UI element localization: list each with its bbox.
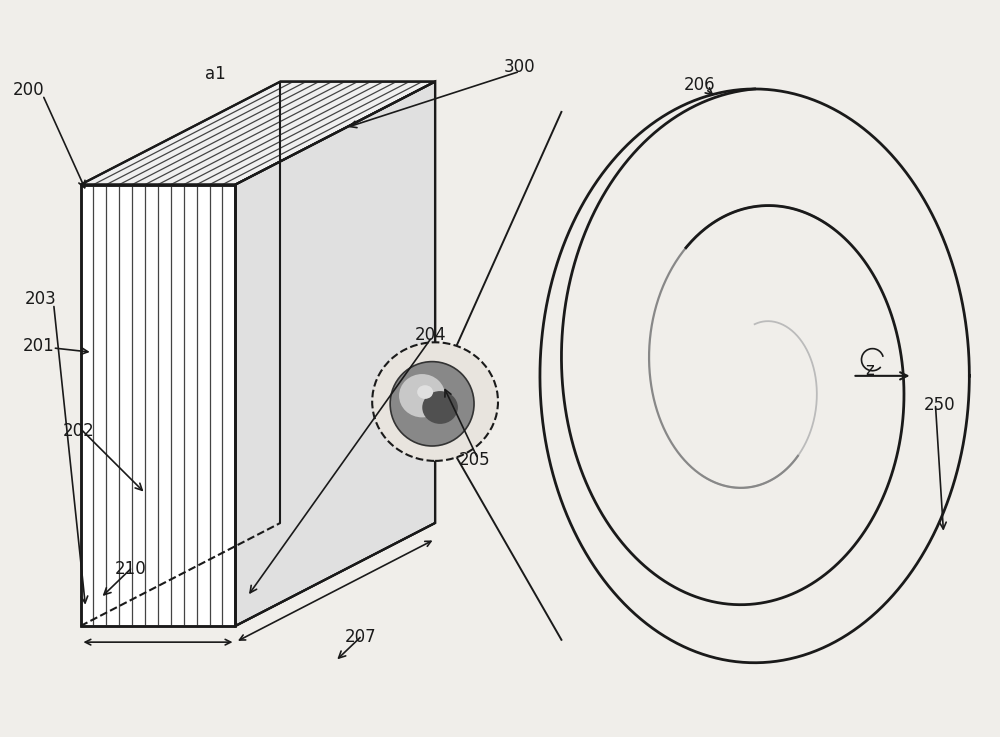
Ellipse shape (372, 342, 498, 461)
Text: 250: 250 (924, 397, 955, 414)
Text: 210: 210 (115, 559, 146, 578)
Text: 202: 202 (63, 422, 94, 440)
Polygon shape (81, 184, 235, 626)
Text: 207: 207 (344, 628, 376, 646)
Text: a1: a1 (205, 66, 226, 83)
Ellipse shape (417, 385, 433, 399)
Text: 206: 206 (684, 77, 716, 94)
Polygon shape (81, 82, 435, 184)
Ellipse shape (399, 374, 445, 417)
Ellipse shape (390, 362, 474, 446)
Ellipse shape (422, 391, 458, 424)
Text: 205: 205 (459, 452, 491, 469)
Text: 200: 200 (13, 82, 44, 99)
Text: z: z (865, 361, 874, 379)
Text: 300: 300 (504, 58, 536, 76)
Text: 204: 204 (414, 326, 446, 344)
Polygon shape (235, 82, 435, 626)
Text: 201: 201 (23, 338, 55, 355)
Text: 203: 203 (25, 290, 57, 307)
